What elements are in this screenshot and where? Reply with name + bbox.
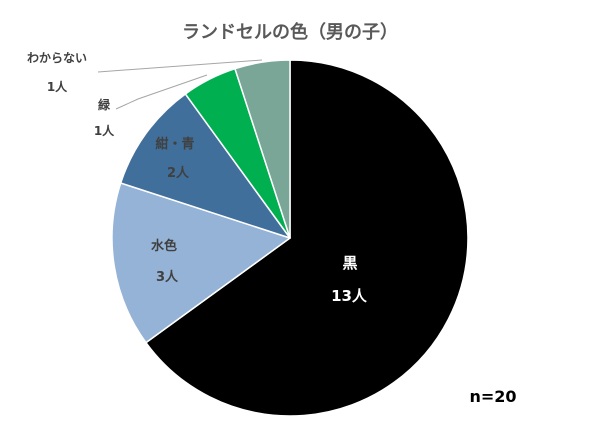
sample-size-label: n=20 — [469, 387, 517, 406]
slice-category-label: 水色 — [151, 238, 177, 254]
slice-category-label: 紺・青 — [155, 136, 194, 152]
slice-black — [145, 59, 469, 417]
slice-category-label: 黒 — [342, 254, 357, 272]
slice-value-label: 13人 — [331, 287, 368, 305]
slice-value-label: 1人 — [47, 79, 68, 94]
chart-title: ランドセルの色（男の子） — [182, 22, 398, 43]
leader-line-slice-green — [115, 74, 208, 110]
pie-slices — [111, 59, 469, 417]
slice-category-label: 緑 — [98, 97, 111, 112]
leader-line-slice-unknown — [97, 59, 263, 73]
slice-light-blue — [111, 182, 291, 344]
slice-value-label: 3人 — [156, 269, 179, 285]
slice-category-label: わからない — [27, 51, 87, 65]
slice-value-label: 1人 — [94, 123, 115, 138]
slice-value-label: 2人 — [167, 165, 190, 181]
slice-unknown — [234, 59, 291, 239]
slice-navy-blue — [119, 93, 291, 239]
